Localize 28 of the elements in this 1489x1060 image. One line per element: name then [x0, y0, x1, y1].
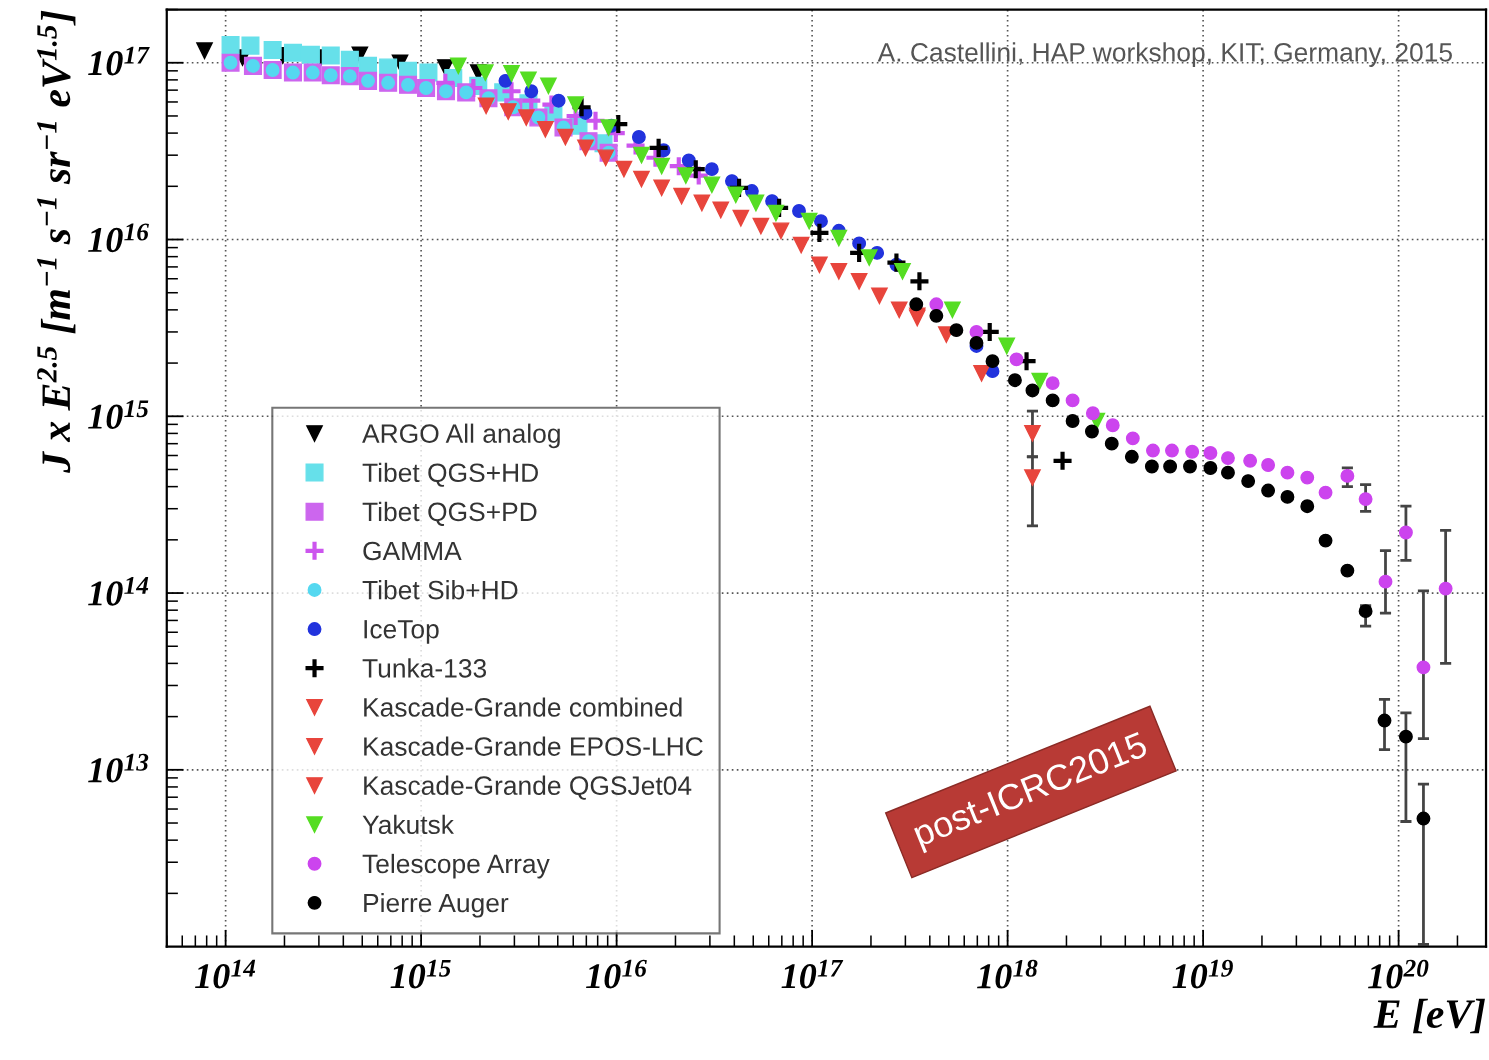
legend-label: Kascade-Grande QGSJet04 [364, 775, 692, 800]
x-tick-label: 10$^{18}$ [977, 959, 1038, 989]
x-tick-label: 10$^{20}$ [1368, 959, 1429, 989]
legend-label: Tunka-133 [362, 658, 487, 678]
legend-label: Kascade-Grande EPOS-LHC [364, 736, 703, 756]
legend-label: Tibet QGS+PD [362, 501, 537, 526]
legend-label: Telescope Array [362, 853, 550, 879]
legend-label: Tibet QGS+HD [362, 462, 538, 487]
x-tick-label: 10$^{19}$ [1172, 959, 1233, 989]
y-tick-label: 10$^{17}$ [88, 46, 150, 76]
legend-label: Yakutsk [362, 814, 454, 835]
legend-label: ARGO All analog [362, 423, 560, 449]
y-tick-label: 10$^{13}$ [88, 753, 149, 783]
y-tick-label: 10$^{14}$ [88, 577, 149, 606]
y-tick-label: 10$^{15}$ [88, 400, 149, 429]
annotation: A. Castellini, HAP workshop, KIT; Germany, 2015 [877, 42, 1452, 67]
x-tick-label: 10$^{14}$ [195, 959, 256, 989]
legend-label: Kascade-Grande combined [364, 697, 682, 717]
x-axis-title: E [eV] [1373, 998, 1485, 1034]
x-tick-label: 10$^{15}$ [390, 959, 451, 989]
y-tick-label: 10$^{16}$ [88, 223, 149, 253]
x-tick-label: 10$^{17}$ [781, 959, 844, 989]
legend-label: Tibet Sib+HD [362, 580, 518, 600]
legend-label: GAMMA [363, 541, 462, 561]
legend-label: IceTop [364, 620, 439, 644]
x-tick-label: 10$^{16}$ [586, 959, 647, 989]
legend-label: Pierre Auger [364, 892, 509, 918]
text: J x E$^{2.5}$ [m$^{−1}$ s$^{−1}$ sr$^{−1}$ eV$^{1.5}$] [37, 10, 76, 473]
